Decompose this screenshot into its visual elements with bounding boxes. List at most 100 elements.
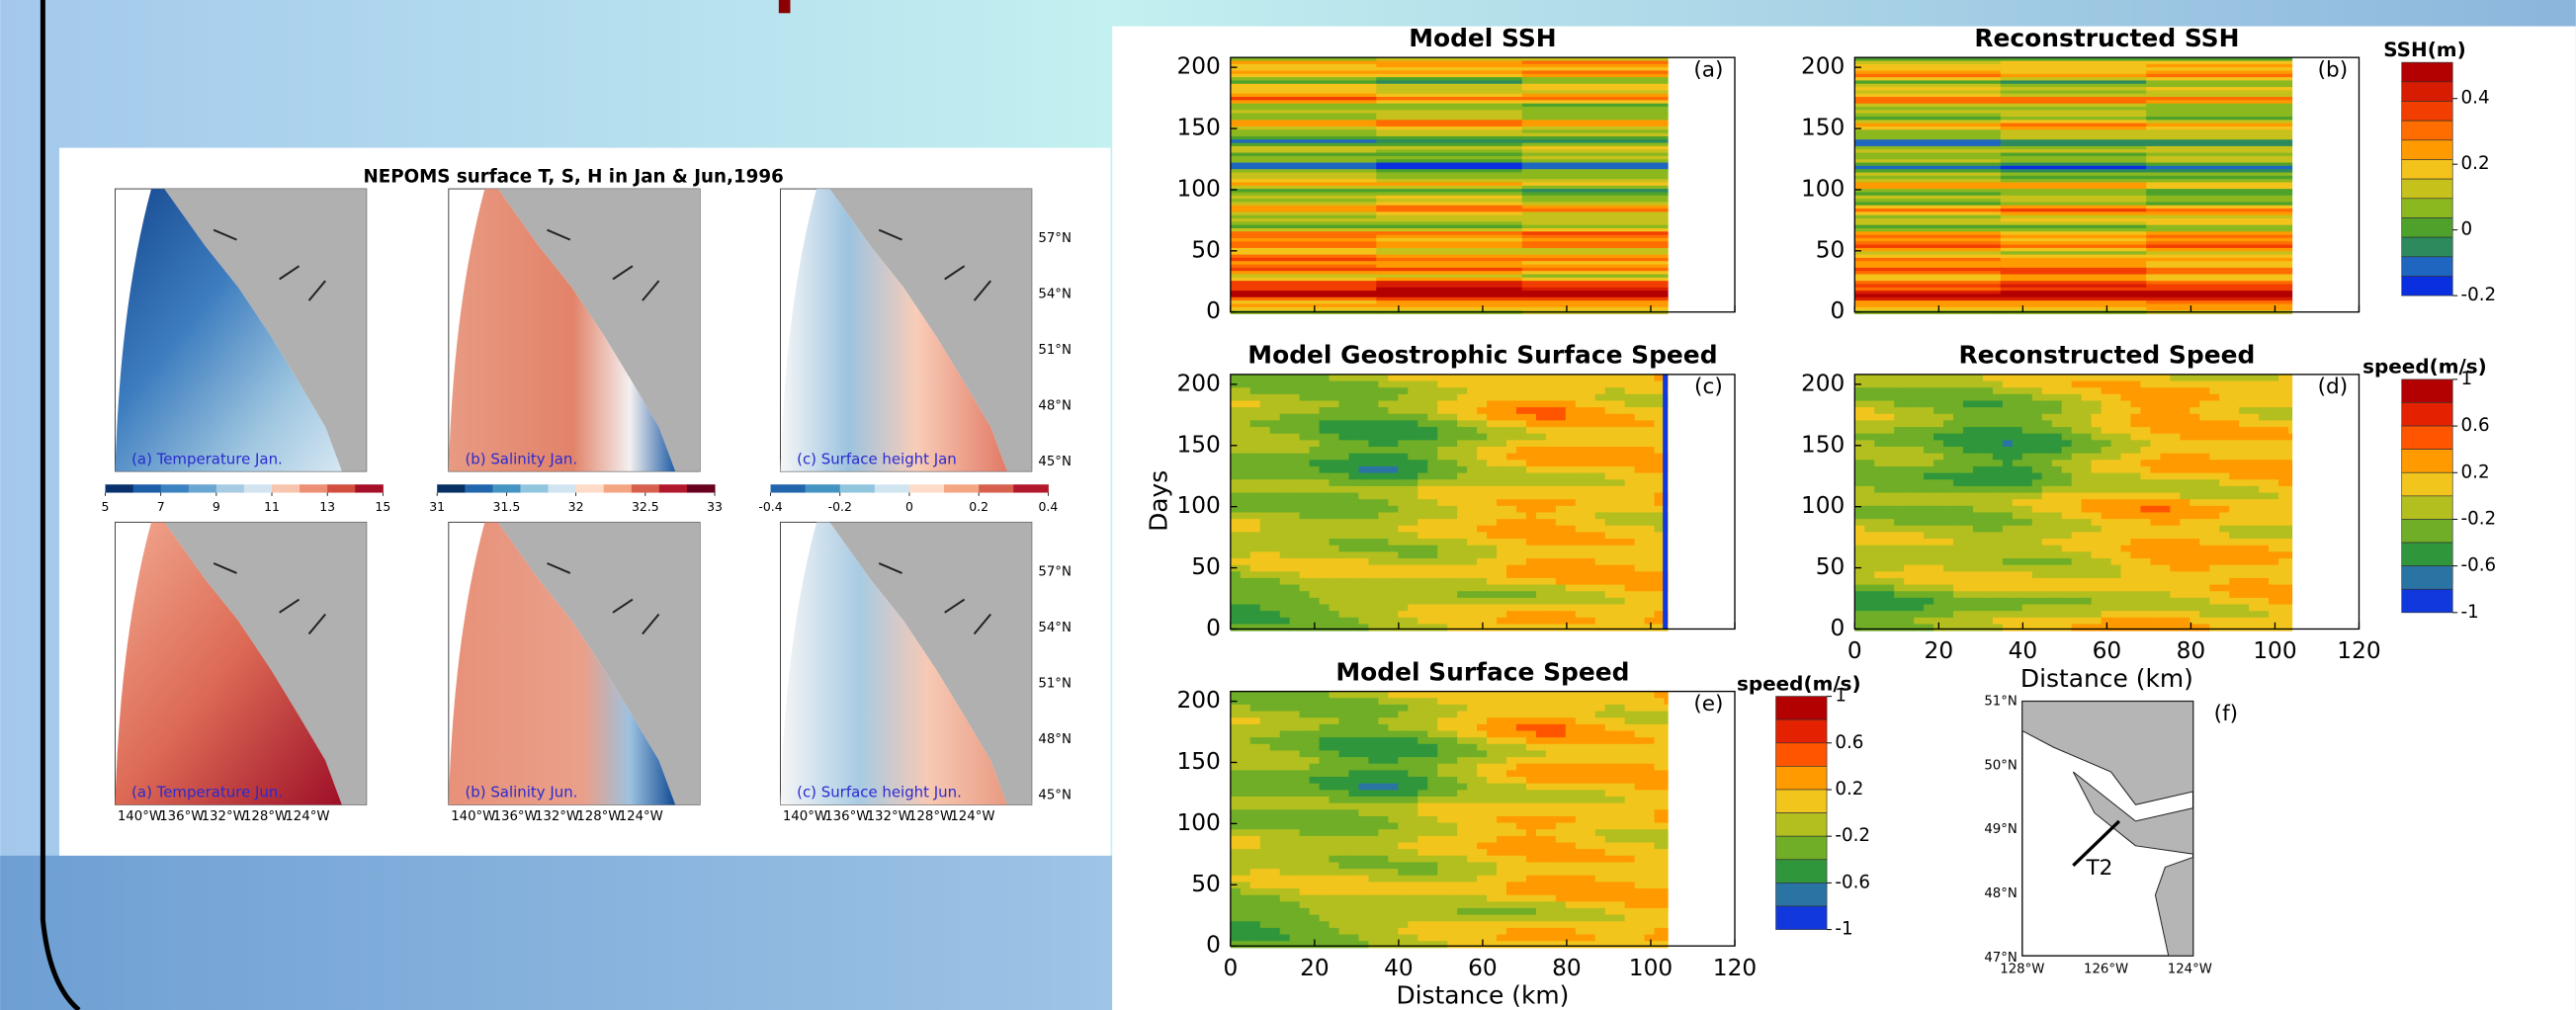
field-cell xyxy=(1894,598,1904,605)
field-cell xyxy=(1330,803,1339,810)
field-cell xyxy=(1854,133,2001,137)
field-cell xyxy=(2102,539,2111,546)
field-cell xyxy=(2239,519,2249,526)
field-cell xyxy=(1595,400,1605,407)
field-cell xyxy=(2082,539,2092,546)
field-cell xyxy=(1522,284,1669,288)
field-cell xyxy=(2239,440,2249,447)
field-cell xyxy=(1348,394,1358,401)
field-cell xyxy=(1894,526,1904,533)
field-cell xyxy=(2130,400,2140,407)
field-cell xyxy=(1904,506,1914,513)
field-cell xyxy=(1467,692,1477,699)
field-cell xyxy=(1615,526,1625,533)
field-cell xyxy=(1635,526,1645,533)
lat-label: 57°N xyxy=(1038,564,1071,579)
field-cell xyxy=(1595,565,1605,572)
field-cell xyxy=(2288,532,2292,539)
field-cell xyxy=(1953,387,1963,394)
field-cell xyxy=(2003,407,2013,414)
field-cell xyxy=(2249,532,2259,539)
field-cell xyxy=(2170,585,2180,592)
field-cell xyxy=(2278,387,2288,394)
field-cell xyxy=(2190,427,2199,434)
field-cell xyxy=(2042,532,2052,539)
y-tick-label: 150 xyxy=(1176,431,1220,458)
field-cell xyxy=(1625,618,1635,625)
field-cell xyxy=(1447,427,1457,434)
field-cell xyxy=(1300,692,1310,699)
field-cell xyxy=(2092,375,2102,381)
field-cell xyxy=(1576,712,1586,718)
field-cell xyxy=(2146,97,2292,101)
field-cell xyxy=(2052,381,2062,388)
field-cell xyxy=(1270,434,1280,441)
field-cell xyxy=(1914,394,1924,401)
field-cell xyxy=(1330,532,1339,539)
field-cell xyxy=(1605,512,1615,519)
field-cell xyxy=(1241,698,1250,705)
field-cell xyxy=(1497,598,1506,605)
field-cell xyxy=(1280,797,1290,803)
y-tick-label: 150 xyxy=(1801,431,1845,458)
field-cell xyxy=(1290,499,1300,506)
field-cell xyxy=(1398,591,1408,598)
field-cell xyxy=(1546,578,1556,585)
field-cell xyxy=(1310,400,1320,407)
field-cell xyxy=(1506,585,1516,592)
field-cell xyxy=(2249,611,2259,618)
field-cell xyxy=(2239,375,2249,381)
field-cell xyxy=(2239,414,2249,421)
field-cell xyxy=(2001,241,2147,245)
field-cell xyxy=(1467,479,1477,486)
field-cell xyxy=(1376,172,1522,176)
field-cell xyxy=(1904,400,1914,407)
field-cell xyxy=(2170,454,2180,461)
field-cell xyxy=(1497,506,1506,513)
field-cell xyxy=(2170,565,2180,572)
field-cell xyxy=(1398,717,1408,724)
field-cell xyxy=(2259,512,2269,519)
field-cell xyxy=(1376,241,1522,245)
field-cell xyxy=(2209,506,2219,513)
field-cell xyxy=(1231,294,1377,297)
field-cell xyxy=(2140,381,2150,388)
field-cell xyxy=(1914,466,1924,473)
field-cell xyxy=(2003,375,2013,381)
field-cell xyxy=(1231,120,1377,124)
field-cell xyxy=(2102,454,2111,461)
field-cell xyxy=(1635,454,1645,461)
field-cell xyxy=(2062,420,2072,427)
field-cell xyxy=(1586,618,1595,625)
field-cell xyxy=(2180,546,2190,552)
field-cell xyxy=(2180,591,2190,598)
field-cell xyxy=(1894,375,1904,381)
field-cell xyxy=(1854,100,2001,104)
field-cell xyxy=(2180,499,2190,506)
field-cell xyxy=(2259,618,2269,625)
field-cell xyxy=(1408,598,1417,605)
field-cell xyxy=(1874,427,1884,434)
field-cell xyxy=(1645,486,1655,493)
field-cell xyxy=(1437,712,1447,718)
field-cell xyxy=(2269,381,2278,388)
field-cell xyxy=(2001,284,2147,288)
field-cell xyxy=(1241,493,1250,500)
field-cell xyxy=(1477,506,1487,513)
field-cell xyxy=(1516,454,1526,461)
field-cell xyxy=(1231,97,1377,101)
field-cell xyxy=(1260,499,1270,506)
field-cell xyxy=(1625,764,1635,771)
field-cell xyxy=(1290,591,1300,598)
field-cell xyxy=(1241,381,1250,388)
field-cell xyxy=(1270,499,1280,506)
field-cell xyxy=(1427,546,1437,552)
field-cell xyxy=(1576,624,1586,631)
field-cell xyxy=(1914,447,1924,454)
field-cell xyxy=(1270,493,1280,500)
field-cell xyxy=(1546,394,1556,401)
field-cell xyxy=(1487,506,1497,513)
field-cell xyxy=(2199,381,2209,388)
field-cell xyxy=(1260,790,1270,797)
field-cell xyxy=(1310,506,1320,513)
